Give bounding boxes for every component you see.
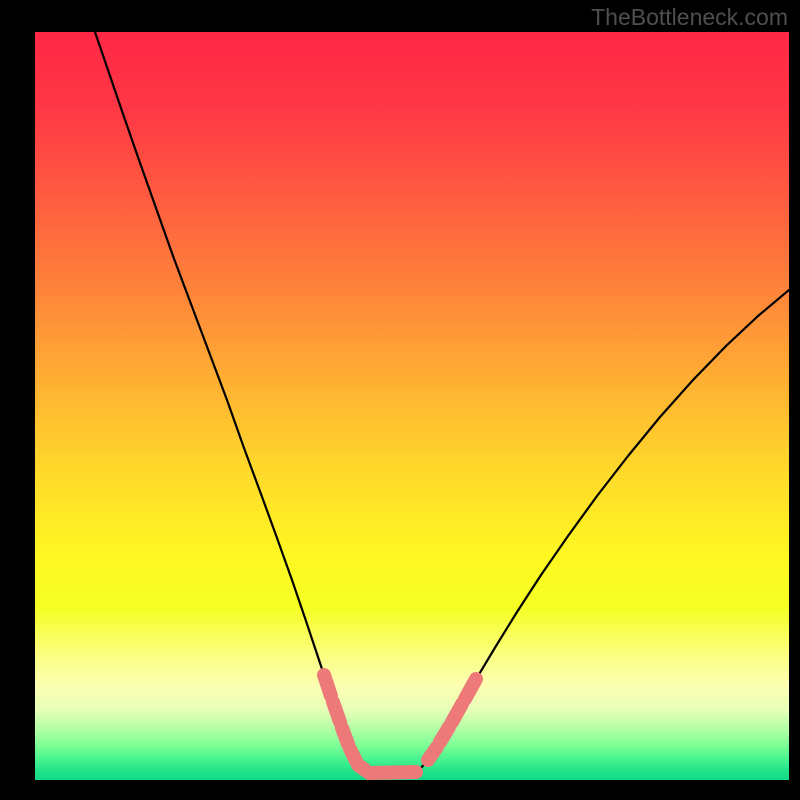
curve-marker-segment — [452, 704, 462, 722]
watermark-text: TheBottleneck.com — [591, 4, 788, 31]
curve-marker-segment — [465, 679, 476, 699]
curve-marker-segment — [369, 772, 416, 773]
curve-marker-segment — [342, 728, 348, 744]
chart-frame — [0, 0, 800, 800]
curve-marker-segment — [440, 727, 449, 742]
curve-marker-segment — [428, 747, 437, 760]
curve-marker-segment — [333, 702, 340, 722]
plot-area — [35, 32, 789, 780]
plot-svg — [35, 32, 789, 780]
curve-marker-segment — [324, 675, 331, 696]
chart-stage: TheBottleneck.com — [0, 0, 800, 800]
gradient-background — [35, 32, 789, 780]
